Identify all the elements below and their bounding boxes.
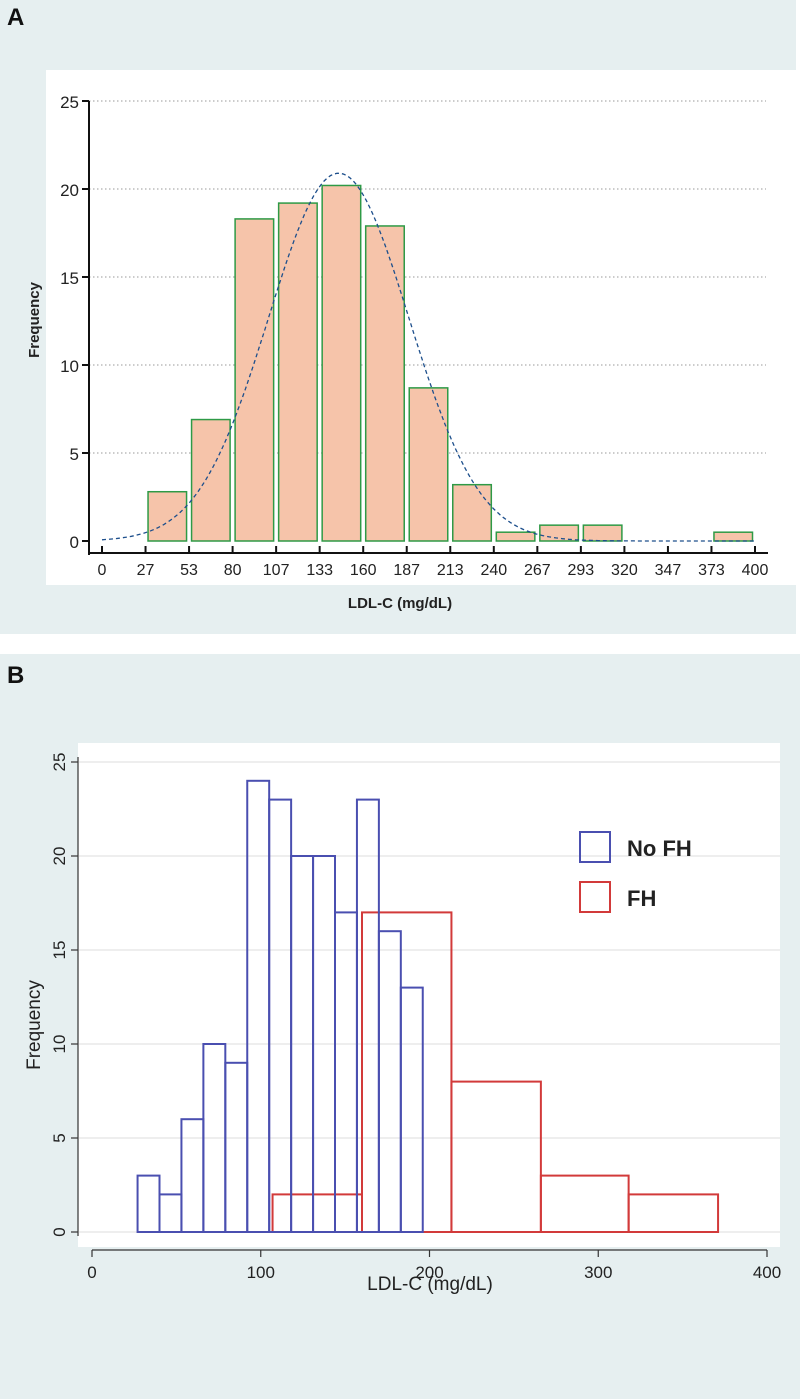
panel-a-normal-curve	[101, 172, 755, 542]
panel-b-bar-fh	[627, 1193, 720, 1234]
panel-a-x-tick-label: 293	[568, 562, 595, 579]
panel-b-x-axis-title: LDL-C (mg/dL)	[367, 1274, 493, 1295]
panel-a-bar	[364, 225, 405, 542]
panel-a-x-tick-label: 160	[350, 562, 377, 579]
panel-a-y-tick-label: 25	[60, 93, 79, 112]
panel-b-y-tick-label: 10	[50, 1035, 69, 1054]
legend-swatch-fh	[579, 881, 611, 913]
panel-a-y-tick-label: 0	[70, 533, 79, 552]
panel-b-y-tick-label: 5	[50, 1133, 69, 1142]
panel-b-x-tick-label: 300	[584, 1263, 612, 1282]
panel-b-x-tick-label: 100	[247, 1263, 275, 1282]
panel-a-x-tick-label: 267	[524, 562, 551, 579]
panel-a-y-tick-label: 15	[60, 269, 79, 288]
panel-b-bar-no-fh	[399, 986, 424, 1233]
panel-a-bar	[190, 418, 231, 542]
panel-b-x-tick-label: 400	[753, 1263, 781, 1282]
panel-a-x-axis-title: LDL-C (mg/dL)	[348, 595, 452, 612]
panel-a-x-tick-label: 53	[180, 562, 198, 579]
panel-a-bar	[147, 490, 188, 542]
panel-a-x-tick-label: 133	[306, 562, 333, 579]
panel-b-y-tick-label: 25	[50, 753, 69, 772]
panel-a-x-tick-label: 240	[480, 562, 507, 579]
panel-a-bar	[452, 483, 493, 542]
panel-a-bar	[408, 387, 449, 542]
legend-label: No FH	[627, 836, 692, 861]
panel-b-y-axis-title: Frequency	[24, 980, 45, 1070]
panel-b-label: B	[7, 662, 25, 689]
panel-a-bar	[539, 524, 580, 542]
panel-a-x-tick-label: 400	[742, 562, 769, 579]
panel-a-x-tick-label: 80	[224, 562, 242, 579]
panel-a-x-tick-label: 27	[137, 562, 155, 579]
panel-b-y-tick-label: 0	[50, 1227, 69, 1236]
panel-b-x-tick-label: 200	[415, 1263, 443, 1282]
panel-a-y-tick-label: 10	[60, 357, 79, 376]
panel-a-bar	[582, 524, 623, 542]
panel-a-label: A	[7, 4, 25, 31]
panel-b-y-tick-label: 20	[50, 847, 69, 866]
panel-a-x-tick-label: 347	[655, 562, 682, 579]
panel-a-x-tick-label: 0	[98, 562, 107, 579]
panel-a-x-tick-label: 373	[698, 562, 725, 579]
panel-a-bar	[277, 202, 318, 542]
panel-a-y-tick-label: 20	[60, 181, 79, 200]
panel-a-bar	[713, 531, 754, 542]
panel-b-y-tick-label: 15	[50, 941, 69, 960]
panel-b-x-tick-label: 0	[87, 1263, 96, 1282]
legend-swatch-no-fh	[579, 831, 611, 863]
panel-a-x-tick-label: 213	[437, 562, 464, 579]
panel-a-bar	[234, 218, 275, 542]
panel-a-x-tick-label: 320	[611, 562, 638, 579]
panel-a-y-axis-title: Frequency	[26, 281, 43, 358]
panel-a-bar	[495, 531, 536, 542]
panel-b-plot-area	[78, 743, 780, 1247]
panel-a-bar	[321, 184, 362, 542]
panel-a-y-tick-label: 5	[70, 445, 79, 464]
panel-b-bar-fh	[450, 1080, 542, 1233]
legend-label: FH	[627, 886, 656, 911]
panel-a-x-tick-label: 187	[393, 562, 420, 579]
panel-a-x-tick-label: 107	[263, 562, 290, 579]
